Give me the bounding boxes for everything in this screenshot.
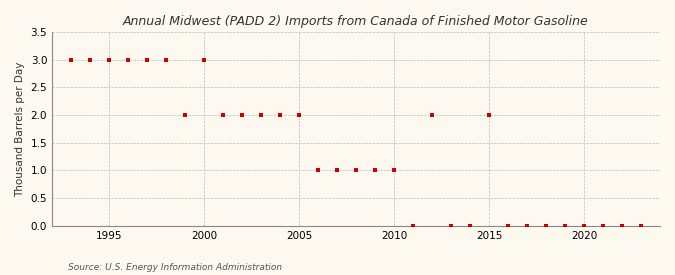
Point — [597, 224, 608, 228]
Point — [522, 224, 533, 228]
Point — [350, 168, 361, 173]
Point — [142, 57, 153, 62]
Text: Source: U.S. Energy Information Administration: Source: U.S. Energy Information Administ… — [68, 263, 281, 272]
Point — [408, 224, 418, 228]
Point — [464, 224, 475, 228]
Point — [370, 168, 381, 173]
Point — [578, 224, 589, 228]
Point — [541, 224, 551, 228]
Point — [123, 57, 134, 62]
Point — [217, 113, 228, 117]
Point — [636, 224, 647, 228]
Point — [331, 168, 342, 173]
Point — [503, 224, 514, 228]
Point — [560, 224, 570, 228]
Point — [294, 113, 304, 117]
Point — [180, 113, 190, 117]
Point — [616, 224, 627, 228]
Y-axis label: Thousand Barrels per Day: Thousand Barrels per Day — [15, 61, 25, 197]
Point — [237, 113, 248, 117]
Point — [65, 57, 76, 62]
Point — [256, 113, 267, 117]
Point — [275, 113, 286, 117]
Point — [198, 57, 209, 62]
Point — [389, 168, 400, 173]
Point — [161, 57, 171, 62]
Point — [84, 57, 95, 62]
Point — [104, 57, 115, 62]
Point — [313, 168, 323, 173]
Point — [483, 113, 494, 117]
Point — [427, 113, 437, 117]
Title: Annual Midwest (PADD 2) Imports from Canada of Finished Motor Gasoline: Annual Midwest (PADD 2) Imports from Can… — [123, 15, 589, 28]
Point — [446, 224, 456, 228]
